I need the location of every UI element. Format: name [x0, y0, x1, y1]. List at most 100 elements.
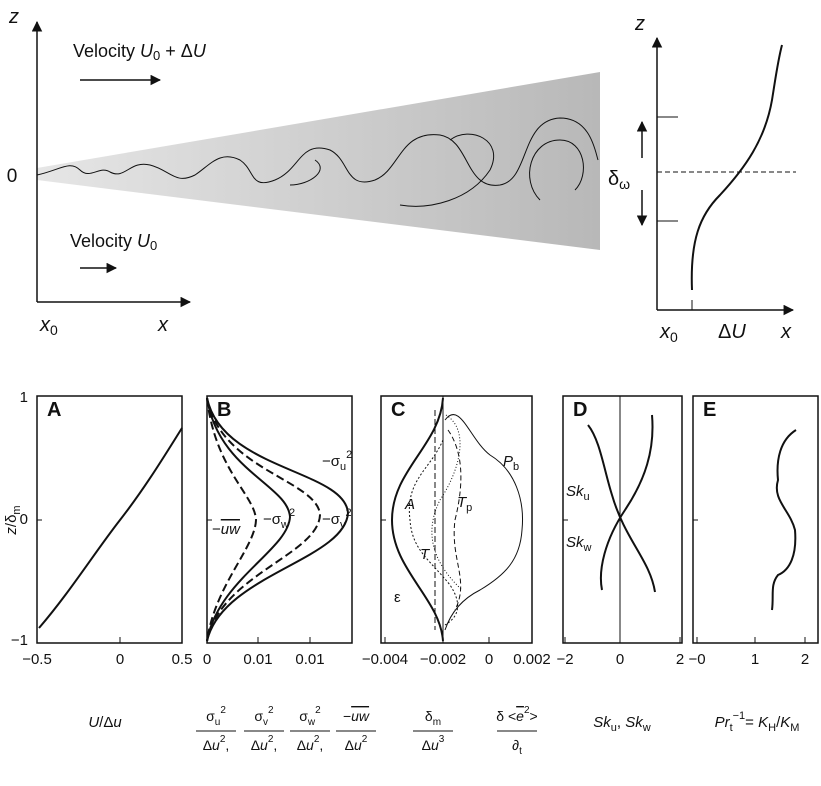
text-segment: Δ [251, 737, 260, 753]
text-segment: , [319, 737, 323, 753]
y-tick-label: 1 [20, 389, 28, 406]
axis-label: z [8, 6, 19, 28]
x-tick-label: 2 [676, 651, 684, 668]
axis-label: 0 [7, 166, 18, 187]
text-segment: δ < [496, 708, 516, 724]
curve-label: −σu2 [322, 449, 352, 473]
x-tick-label: −0.5 [22, 651, 52, 668]
text-segment: 2 [362, 734, 368, 745]
text-segment: Pr [715, 714, 731, 731]
text-segment: z [634, 13, 645, 35]
mixing-layer-schematic [37, 22, 600, 302]
x-tick-label: 0 [485, 651, 493, 668]
text-segment: T [420, 546, 431, 563]
x-tick-label: 0 [616, 651, 624, 668]
caption-numerator: δ <e2> [496, 705, 537, 724]
x-tick-label: 1 [751, 651, 759, 668]
caption-denominator: Δu2 [345, 734, 368, 753]
text-segment: u [212, 737, 220, 753]
axis-label: x0 [39, 314, 58, 337]
caption-numerator: δm [425, 708, 441, 728]
caption-denominator: ∂t [512, 737, 522, 757]
text-segment: , [225, 737, 229, 753]
caption-denominator: Δu3 [422, 734, 445, 753]
axis-label: ΔU [718, 321, 746, 343]
curve-label: Skw [566, 534, 592, 554]
text-segment: u [260, 737, 268, 753]
panel-frame [37, 396, 182, 643]
curve-label: Tp [457, 494, 472, 514]
text-segment: 2 [289, 507, 295, 519]
text-segment: e [516, 708, 524, 724]
mixing-wedge [37, 72, 600, 250]
text-segment: δ [425, 708, 433, 724]
text-segment: z [8, 6, 19, 28]
axis-label: x [157, 314, 169, 336]
text-segment: 2 [346, 507, 352, 519]
text-segment: U [731, 321, 746, 343]
caption-numerator: −uw [343, 708, 370, 724]
caption: Prt−1= KH/KM [715, 710, 800, 734]
text-segment: H [768, 722, 776, 734]
text-segment: 2 [268, 705, 274, 716]
y-tick-label: −1 [11, 632, 28, 649]
text-segment: = [745, 714, 758, 731]
text-segment: + Δ [160, 41, 193, 61]
curve [448, 430, 461, 610]
text-segment: u [340, 461, 346, 473]
text-segment: 0 [7, 166, 18, 187]
panel-frame [693, 396, 818, 643]
text-segment: u [113, 714, 122, 731]
text-segment: 3 [439, 734, 445, 745]
text-segment: Sk [566, 534, 585, 551]
curve [772, 430, 796, 610]
x-tick-label: 0.002 [513, 651, 551, 668]
caption-numerator: σw2 [299, 705, 321, 728]
curve [409, 440, 457, 625]
x-tick-label: 0 [116, 651, 124, 668]
caption-denominator: Δu2, [297, 734, 324, 753]
text-segment: U [140, 41, 154, 61]
panel-letter: A [47, 399, 61, 421]
text-segment: 0 [150, 238, 157, 253]
text-segment: M [790, 722, 799, 734]
text-segment: /δ [3, 515, 20, 528]
text-segment: ω [619, 176, 630, 192]
text-segment: 0 [50, 322, 58, 338]
stream-label: Velocity U0 [70, 231, 157, 254]
text-segment: u [215, 717, 221, 728]
text-segment: ε [394, 589, 401, 606]
text-segment: σ [299, 708, 308, 724]
text-segment: t [519, 746, 522, 757]
text-segment: − [212, 521, 221, 538]
text-segment: U [193, 41, 207, 61]
text-segment: uw [221, 521, 241, 538]
profile-curve [692, 45, 782, 290]
text-segment: 0 [670, 329, 678, 345]
text-segment: δ [608, 168, 619, 190]
curve [588, 425, 655, 592]
curve-label: −uw [212, 521, 241, 538]
text-segment: u [306, 737, 314, 753]
panel-letter: B [217, 399, 231, 421]
axis-label: x [780, 321, 792, 343]
text-segment: Sk [593, 714, 612, 731]
x-tick-label: −0.004 [362, 651, 408, 668]
text-segment: p [466, 502, 472, 514]
text-segment: −σ [263, 511, 282, 528]
text-segment: m [11, 505, 23, 514]
text-segment: , [617, 714, 625, 731]
text-segment: Δ [203, 737, 212, 753]
text-segment: −1 [733, 710, 746, 722]
curve-label: A [404, 496, 415, 513]
velocity-profile [642, 38, 796, 310]
caption-numerator: σu2 [206, 705, 226, 728]
text-segment: t [730, 722, 733, 734]
figure: z0x0xVelocity U0 + ΔUVelocity U0zδωx0ΔUx… [0, 0, 821, 786]
text-segment: 2 [346, 449, 352, 461]
text-segment: uw [351, 708, 370, 724]
text-segment: u [354, 737, 362, 753]
text-segment: A [404, 496, 415, 513]
text-segment: w [280, 519, 289, 531]
caption: U/Δu [88, 714, 122, 731]
